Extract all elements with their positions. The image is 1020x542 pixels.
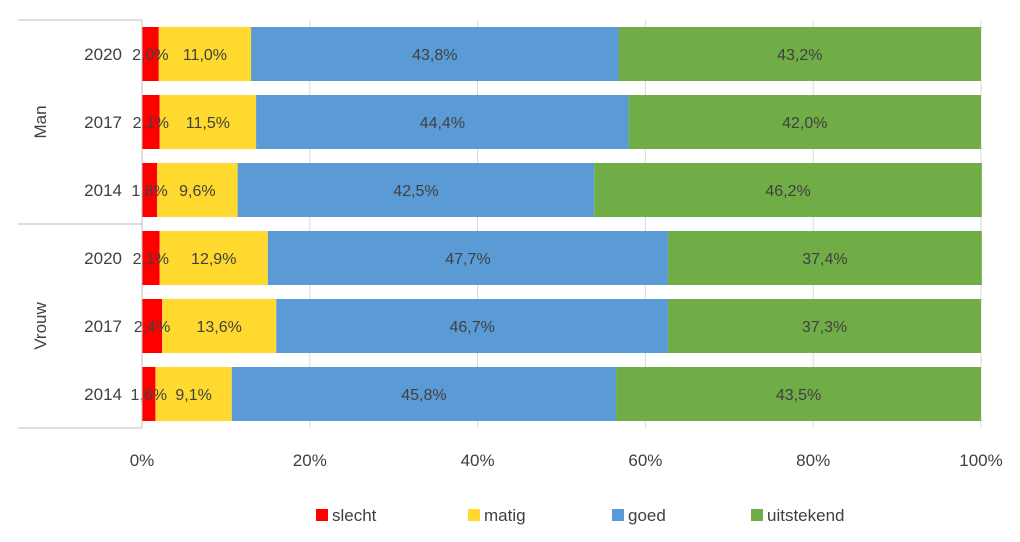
data-label-matig: 11,5%: [186, 115, 230, 132]
legend-label-matig: matig: [484, 506, 526, 525]
bar-segment-uitstekend: [668, 299, 981, 353]
bar-segment-goed: [276, 299, 669, 353]
data-label-matig: 11,0%: [183, 47, 227, 64]
legend-swatch-goed: [612, 509, 624, 521]
group-label: Man: [31, 105, 50, 138]
category-label: 2017: [84, 113, 122, 132]
data-label-matig: 9,1%: [175, 387, 211, 404]
data-label-matig: 9,6%: [179, 183, 215, 200]
x-tick-label: 100%: [959, 451, 1002, 470]
bar-segment-slecht: [142, 163, 158, 217]
bar-segment-matig: [158, 27, 252, 81]
category-label: 2014: [84, 181, 122, 200]
legend-label-uitstekend: uitstekend: [767, 506, 845, 525]
gridlines: [141, 20, 982, 428]
legend-swatch-slecht: [316, 509, 328, 521]
data-label-slecht: 1,6%: [130, 387, 166, 404]
bar-segment-matig: [162, 299, 277, 353]
bar-segment-goed: [231, 367, 617, 421]
bar-segment-goed: [237, 163, 595, 217]
legend-swatch-uitstekend: [751, 509, 763, 521]
bar-segment-uitstekend: [668, 231, 982, 285]
bar-segment-slecht: [142, 231, 160, 285]
x-tick-label: 40%: [461, 451, 495, 470]
bar-segment-matig: [159, 231, 268, 285]
axes: 2020 2017 2014 2020 2017 2014 Man Vrouw 0% 20% 40%…: [18, 19, 1003, 470]
data-label-uitstekend: 43,5%: [776, 387, 821, 404]
category-label: 2020: [84, 45, 122, 64]
bar-segment-uitstekend: [618, 27, 981, 81]
data-label-goed: 46,7%: [449, 319, 494, 336]
data-label-slecht: 2,0%: [132, 47, 168, 64]
data-label-goed: 45,8%: [401, 387, 446, 404]
data-label-slecht: 2,1%: [133, 251, 169, 268]
bar-segment-matig: [159, 95, 257, 149]
bar-segment-goed: [251, 27, 619, 81]
category-label: 2020: [84, 249, 122, 268]
x-tick-label: 20%: [293, 451, 327, 470]
data-label-uitstekend: 37,3%: [802, 319, 847, 336]
bar-segment-goed: [267, 231, 669, 285]
bar-segment-uitstekend: [594, 163, 982, 217]
bars: [142, 27, 982, 421]
data-label-goed: 43,8%: [412, 47, 457, 64]
data-label-goed: 42,5%: [393, 183, 438, 200]
data-label-goed: 47,7%: [445, 251, 490, 268]
legend: slecht matig goed uitstekend: [316, 506, 845, 525]
data-label-slecht: 2,4%: [134, 319, 170, 336]
x-tick-label: 60%: [628, 451, 662, 470]
data-label-slecht: 2,1%: [133, 115, 169, 132]
data-label-uitstekend: 43,2%: [777, 47, 822, 64]
data-label-uitstekend: 46,2%: [765, 183, 810, 200]
data-label-uitstekend: 37,4%: [802, 251, 847, 268]
category-label: 2014: [84, 385, 122, 404]
bar-segment-matig: [157, 163, 238, 217]
bar-segment-goed: [256, 95, 629, 149]
data-label-slecht: 1,8%: [131, 183, 167, 200]
bar-segment-uitstekend: [616, 367, 981, 421]
x-tick-label: 80%: [796, 451, 830, 470]
data-label-goed: 44,4%: [420, 115, 465, 132]
bar-segment-slecht: [142, 27, 159, 81]
legend-swatch-matig: [468, 509, 480, 521]
legend-label-goed: goed: [628, 506, 666, 525]
category-label: 2017: [84, 317, 122, 336]
group-label: Vrouw: [31, 302, 50, 350]
data-labels: 2,0% 11,0% 43,8% 43,2% 2,1% 11,5% 44,4% 42,0% 1,…: [130, 47, 847, 404]
bar-segment-matig: [155, 367, 232, 421]
data-label-matig: 13,6%: [197, 319, 242, 336]
bar-segment-slecht: [142, 299, 163, 353]
bar-segment-slecht: [142, 95, 160, 149]
legend-label-slecht: slecht: [332, 506, 377, 525]
bar-segment-uitstekend: [628, 95, 981, 149]
bar-segment-slecht: [142, 367, 156, 421]
x-tick-label: 0%: [130, 451, 155, 470]
data-label-uitstekend: 42,0%: [782, 115, 827, 132]
data-label-matig: 12,9%: [191, 251, 236, 268]
